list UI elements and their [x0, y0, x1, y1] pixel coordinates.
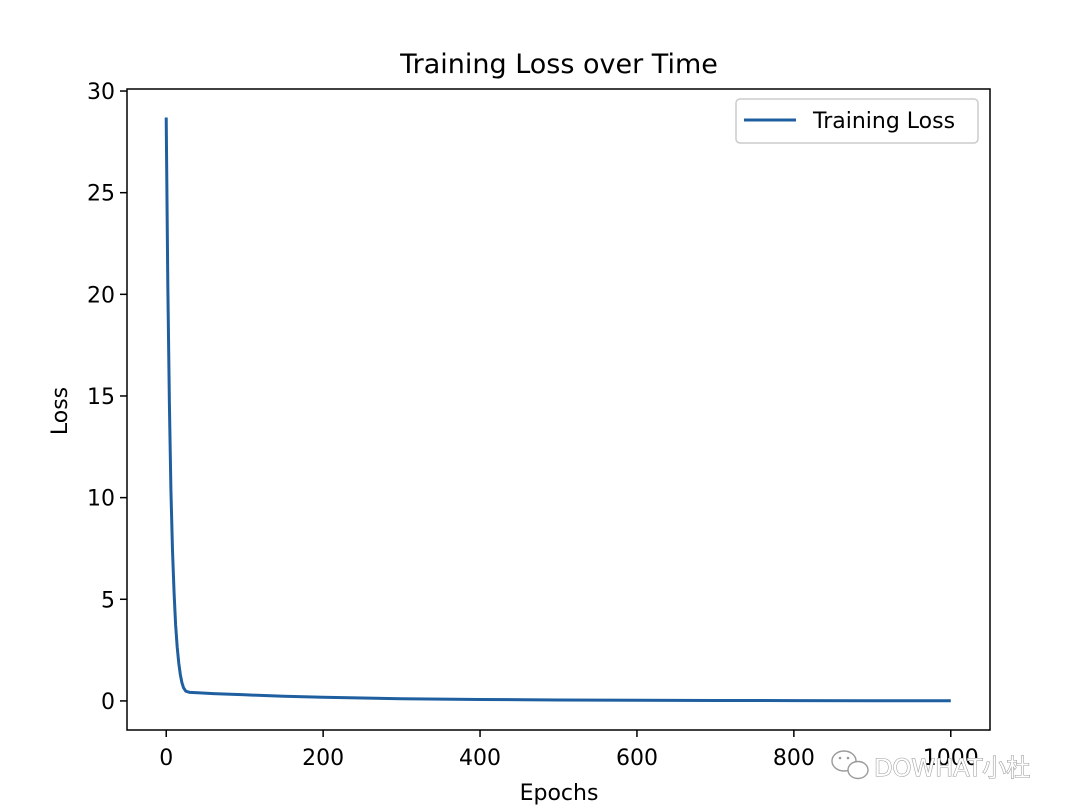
- legend-label: Training Loss: [812, 109, 955, 134]
- y-axis-label: Loss: [48, 387, 73, 435]
- y-tick-label: 10: [87, 487, 115, 512]
- x-axis-label: Epochs: [520, 781, 599, 806]
- watermark-text: DOWHAT小杜: [874, 754, 1030, 782]
- chart-title: Training Loss over Time: [399, 49, 718, 80]
- y-tick-label: 0: [101, 690, 115, 715]
- x-tick-label: 1000: [923, 746, 979, 771]
- y-tick-label: 25: [87, 182, 115, 207]
- y-tick-label: 15: [87, 385, 115, 410]
- plot-area: 0 200 400 600 800 1000 0 5 10 15 20 25 30: [87, 80, 991, 771]
- y-tick-label: 30: [87, 80, 115, 105]
- legend: Training Loss: [735, 98, 979, 144]
- wechat-icon: [831, 750, 869, 780]
- x-tick-label: 800: [773, 746, 815, 771]
- y-tick-label: 20: [87, 283, 115, 308]
- series-line-training-loss: [164, 117, 951, 703]
- axes-frame: [126, 88, 991, 731]
- x-tick-label: 400: [459, 746, 501, 771]
- x-tick-label: 600: [616, 746, 658, 771]
- x-tick-label: 200: [302, 746, 344, 771]
- watermark: DOWHAT小杜: [831, 750, 1031, 783]
- x-tick-label: 0: [159, 746, 173, 771]
- legend-box: [735, 98, 979, 144]
- y-tick-label: 5: [101, 588, 115, 613]
